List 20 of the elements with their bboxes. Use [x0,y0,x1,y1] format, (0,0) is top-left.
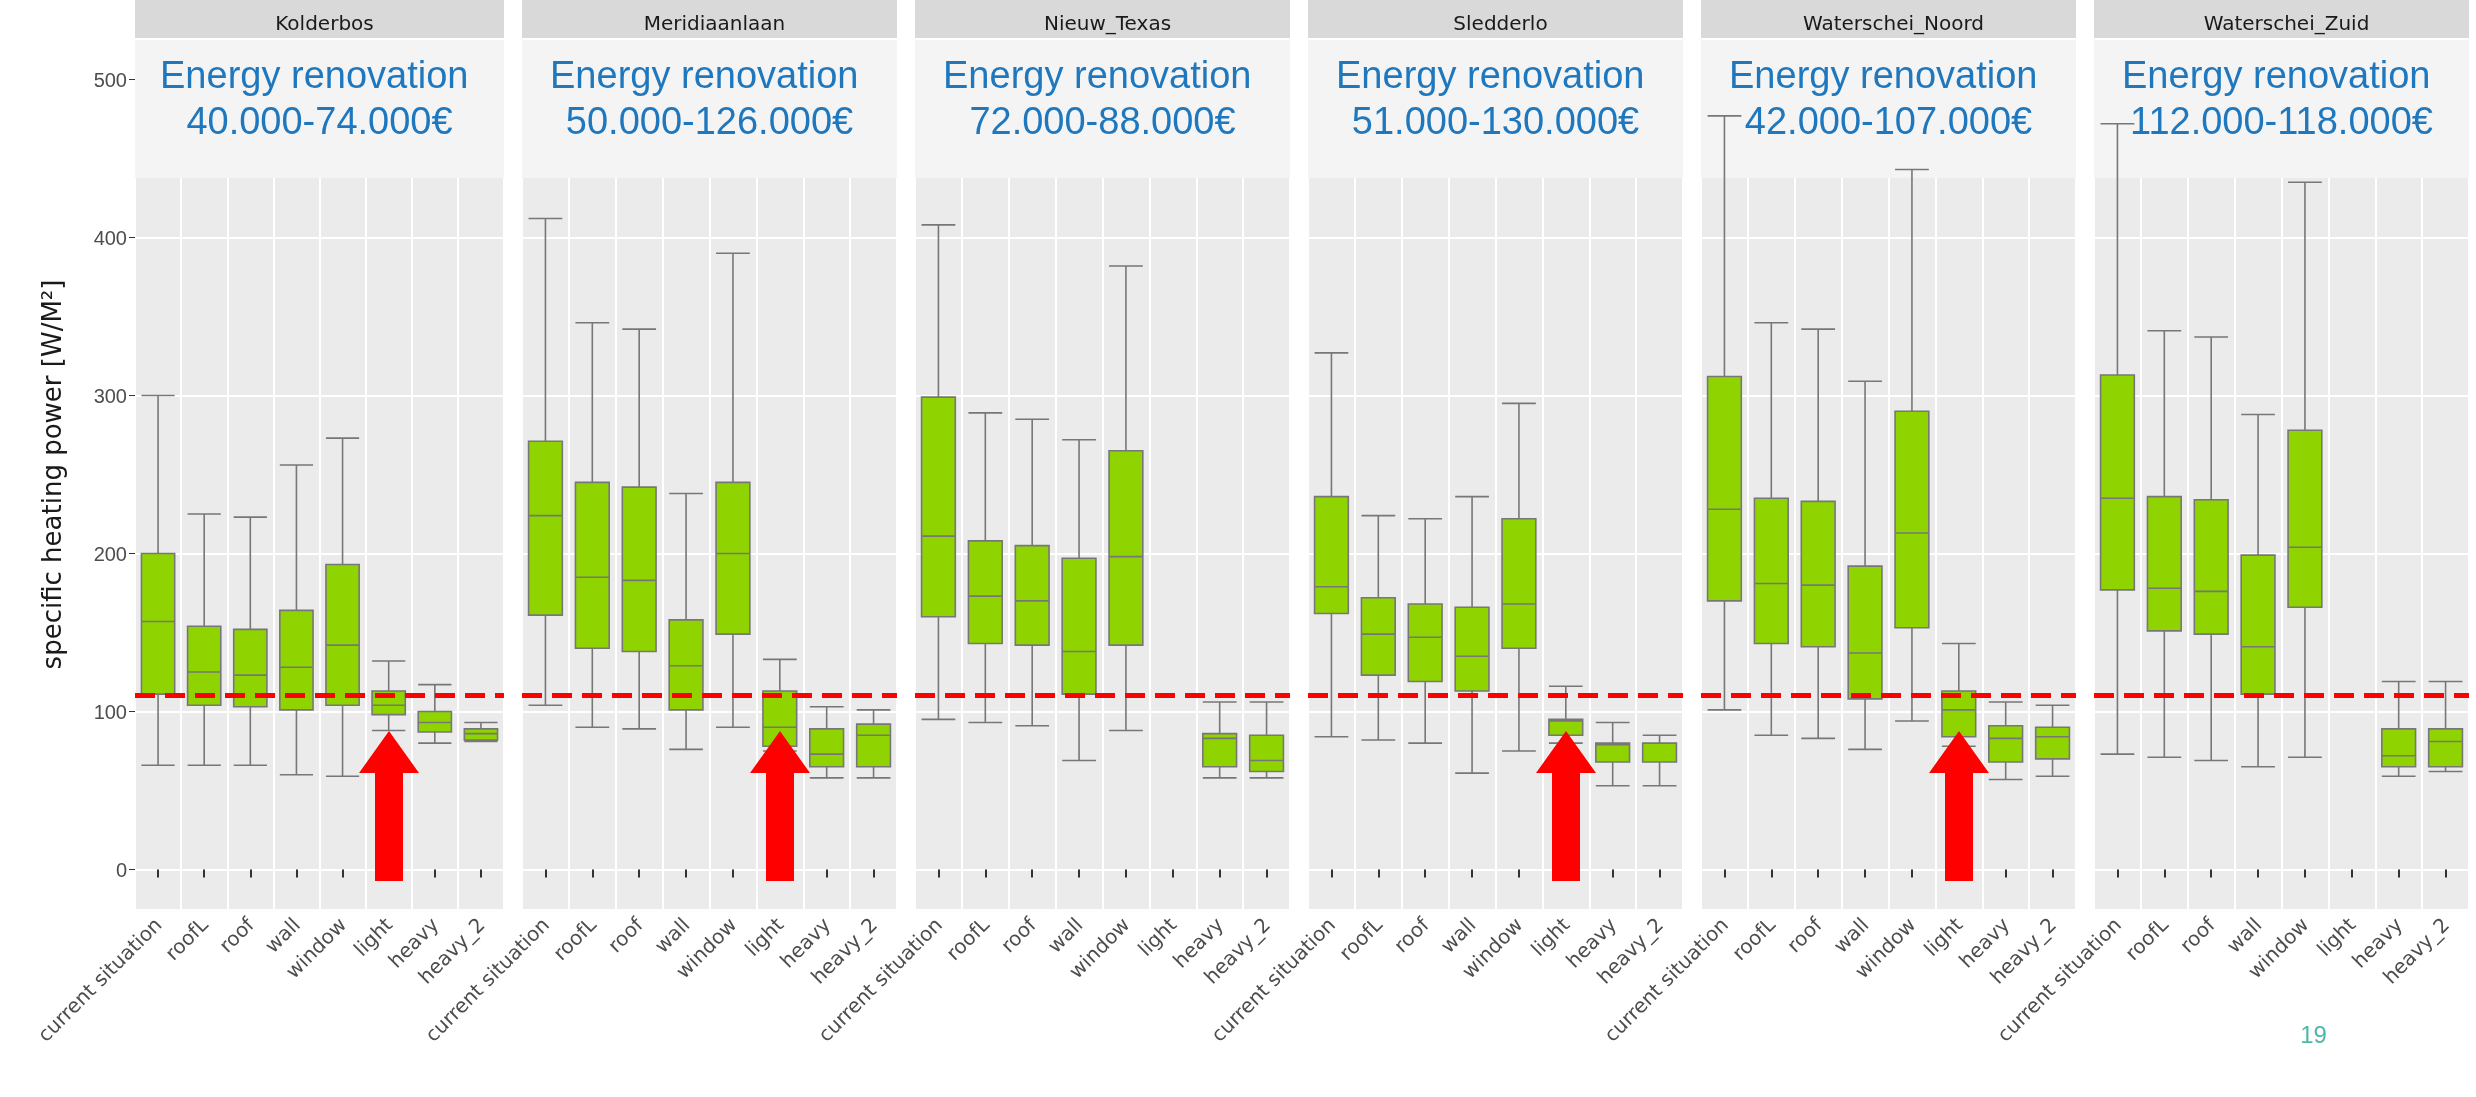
chart-title: Kolderbos [275,11,374,35]
y-tick-label: 0 [115,858,127,881]
y-tick-label: 200 [93,542,127,565]
chart-title: Meridiaanlaan [643,11,786,35]
y-tick-label: 500 [93,68,127,91]
y-axis-title: specific heating power [W/M²] [37,279,67,670]
y-tick-label: 300 [93,384,127,407]
y-tick-label: 400 [93,226,127,249]
annotation: Energy renovation 42.000-107.000€ [1729,54,2048,142]
chart-title: Sledderlo [1453,11,1548,35]
annotation: Energy renovation 72.000-88.000€ [943,54,1262,142]
chart-title: Waterschei_Noord [1802,11,1985,35]
y-tick-label: 100 [93,700,127,723]
annotation: Energy renovation 112.000-118.000€ [2122,54,2441,142]
text: 19 [2300,1020,2327,1048]
chart-title: Nieuw_Texas [1043,11,1172,35]
annotation: Energy renovation 51.000-130.000€ [1336,54,1655,142]
annotation: Energy renovation 40.000-74.000€ [160,54,479,142]
chart-title: Waterschei_Zuid [2203,11,2370,35]
annotation: Energy renovation 50.000-126.000€ [550,54,869,142]
